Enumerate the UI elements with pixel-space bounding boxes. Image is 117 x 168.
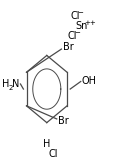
Text: H: H <box>43 139 50 149</box>
Text: ++: ++ <box>84 20 96 26</box>
Text: Cl: Cl <box>49 149 58 159</box>
Text: Sn: Sn <box>75 21 88 31</box>
Text: 2: 2 <box>8 85 13 91</box>
Text: Br: Br <box>63 42 73 52</box>
Text: OH: OH <box>81 76 96 87</box>
Text: H: H <box>2 79 10 89</box>
Text: Br: Br <box>58 116 69 126</box>
Text: −: − <box>77 10 83 16</box>
Text: Cl: Cl <box>67 31 77 41</box>
Text: N: N <box>12 79 19 89</box>
Text: Cl: Cl <box>70 11 80 21</box>
Text: −: − <box>74 30 80 36</box>
